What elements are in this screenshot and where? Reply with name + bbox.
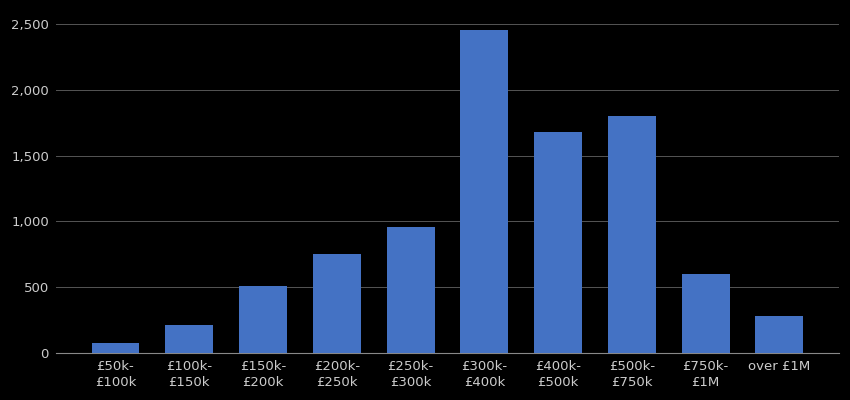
Bar	[461, 30, 508, 353]
Bar	[682, 274, 729, 353]
Bar	[313, 254, 360, 353]
Bar	[608, 116, 656, 353]
Bar	[756, 316, 803, 353]
Bar	[239, 286, 287, 353]
Bar	[92, 343, 139, 353]
Bar	[165, 325, 213, 353]
Bar	[387, 227, 434, 353]
Bar	[534, 132, 582, 353]
